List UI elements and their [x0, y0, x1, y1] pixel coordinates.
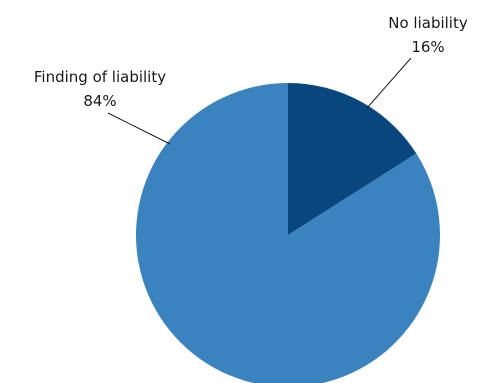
finding-of-liability-leader-line: [107, 112, 171, 145]
pie-slice-finding-of-liability: [136, 83, 440, 383]
pie-slices: [136, 83, 440, 383]
pie-slice-no-liability: [288, 83, 417, 235]
no-liability-label: No liability: [388, 14, 468, 32]
finding-of-liability-percent: 84%: [83, 92, 116, 110]
no-liability-leader-line: [366, 57, 412, 109]
no-liability-percent: 16%: [411, 38, 444, 56]
finding-of-liability-label: Finding of liability: [34, 68, 166, 86]
